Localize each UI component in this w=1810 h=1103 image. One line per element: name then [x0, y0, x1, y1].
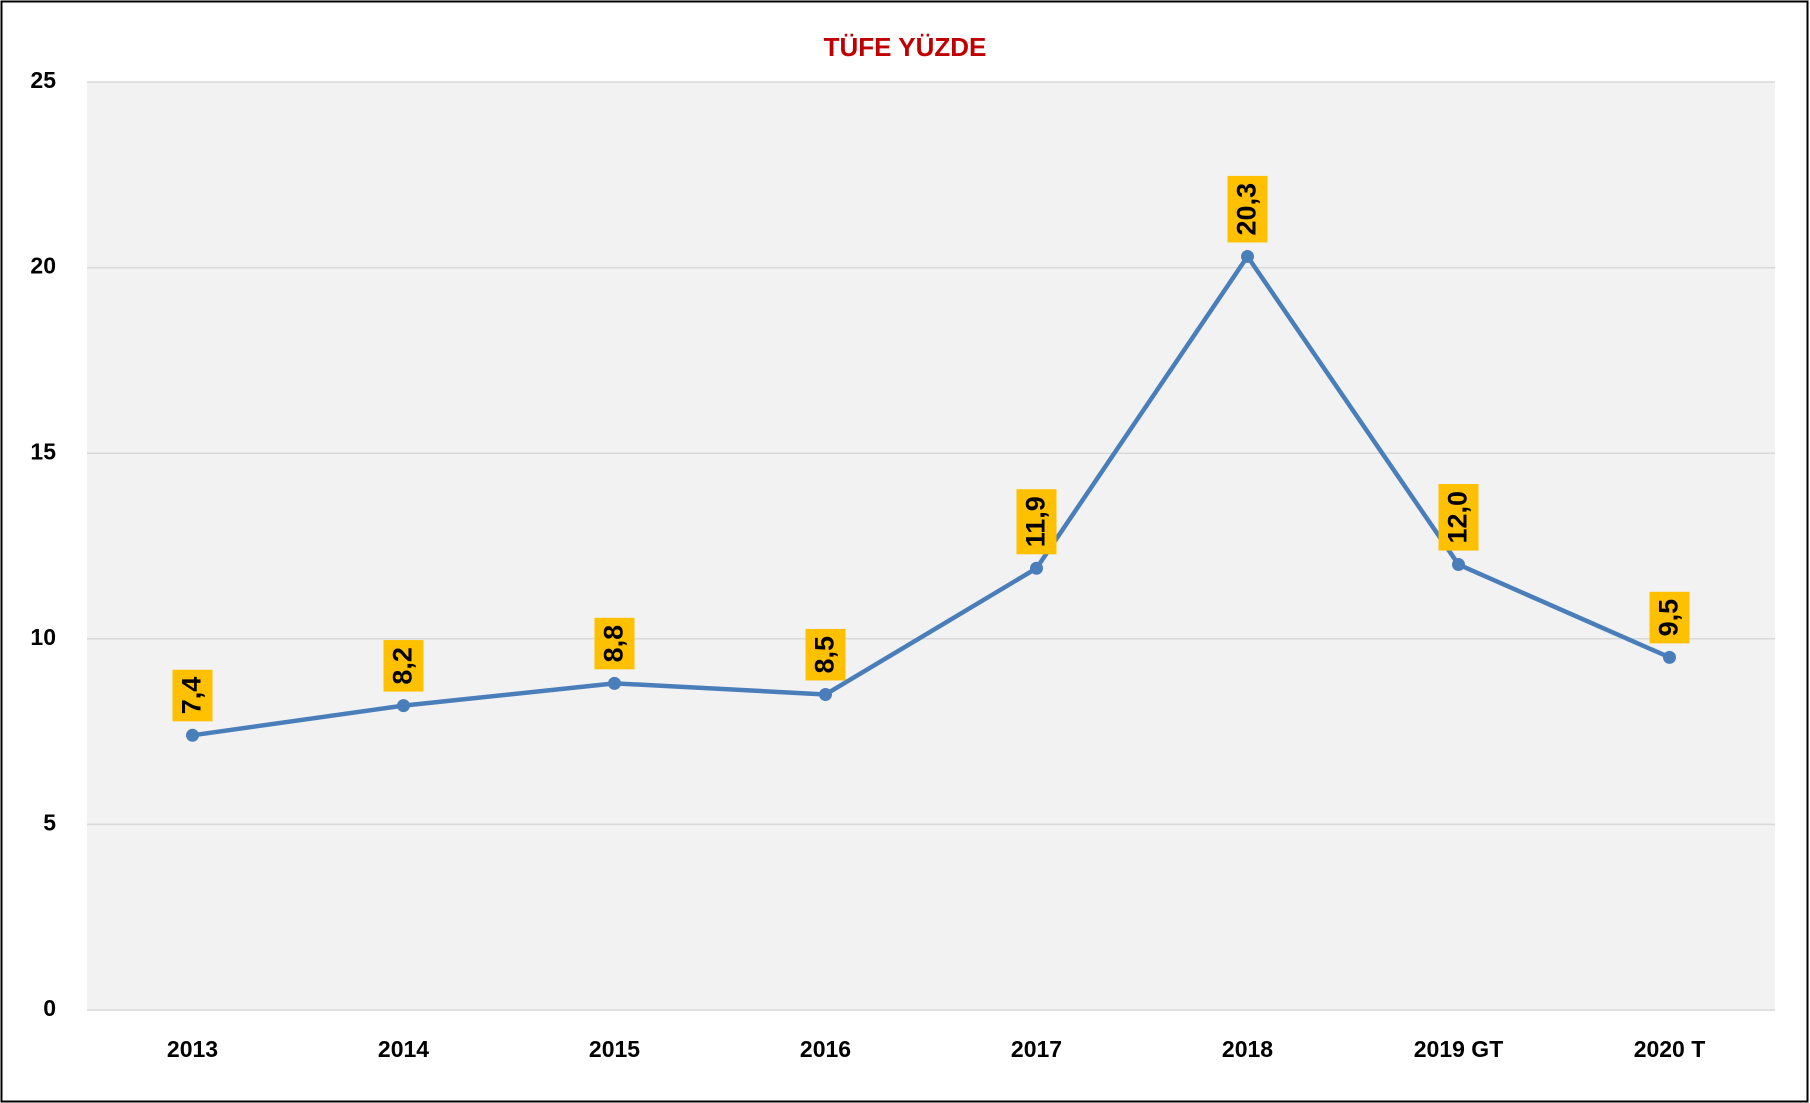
data-label-text: 7,4	[177, 677, 207, 715]
y-tick-label: 10	[30, 624, 56, 650]
y-tick-label: 5	[43, 809, 56, 835]
x-tick-label: 2014	[378, 1036, 429, 1062]
marker	[1241, 249, 1254, 263]
data-label-box	[1016, 489, 1057, 555]
data-label-box	[383, 640, 424, 692]
x-tick-label: 2016	[800, 1036, 851, 1062]
marker	[397, 699, 410, 713]
x-tick-label: 2013	[167, 1036, 218, 1062]
x-tick-label: 2017	[1011, 1036, 1062, 1062]
marker	[819, 687, 832, 701]
data-label-text: 20,3	[1232, 183, 1262, 236]
data-label-box	[805, 628, 846, 681]
data-label: 12,0	[1438, 483, 1479, 551]
data-label-box	[1649, 591, 1690, 644]
x-tick-label: 2018	[1222, 1036, 1273, 1062]
y-tick-label: 0	[43, 995, 56, 1021]
line	[192, 254, 1671, 738]
y-tick-label: 25	[30, 67, 56, 93]
plot-area	[87, 82, 1775, 1010]
marker	[1663, 650, 1676, 664]
data-label-text: 8,8	[599, 625, 629, 663]
data-label: 7,4	[172, 669, 213, 722]
data-label-box	[172, 669, 213, 722]
data-label-box	[594, 617, 635, 670]
marker	[1452, 558, 1465, 572]
data-label-text: 12,0	[1443, 491, 1473, 544]
marker	[186, 728, 199, 742]
chart-title: TÜFE YÜZDE	[824, 32, 987, 62]
marker	[608, 676, 621, 690]
y-tick-label: 15	[30, 438, 56, 464]
data-label-text: 9,5	[1654, 599, 1684, 637]
data-label: 11,9	[1016, 489, 1057, 555]
data-label: 8,2	[383, 640, 424, 692]
data-label-box	[1438, 483, 1479, 551]
data-label-text: 8,2	[388, 647, 418, 685]
data-label: 20,3	[1227, 175, 1268, 243]
x-tick-label: 2019 GT	[1414, 1036, 1504, 1062]
data-label: 8,8	[594, 617, 635, 670]
x-tick-label: 2015	[589, 1036, 640, 1062]
data-label-text: 11,9	[1021, 496, 1051, 547]
data-label: 8,5	[805, 628, 846, 681]
data-label-text: 8,5	[810, 636, 840, 674]
x-tick-label: 2020 T	[1634, 1036, 1706, 1062]
data-label: 9,5	[1649, 591, 1690, 644]
marker	[1030, 561, 1043, 575]
data-label-box	[1227, 175, 1268, 243]
y-tick-label: 20	[30, 253, 56, 279]
